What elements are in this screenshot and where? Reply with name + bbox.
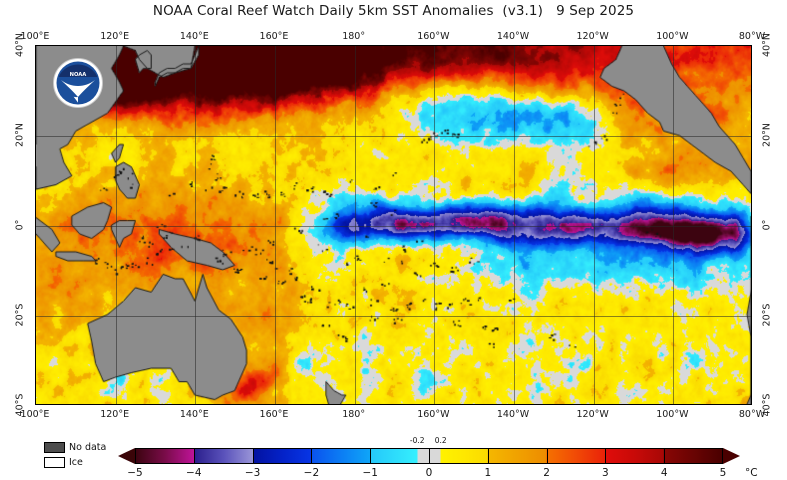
colorbar-tick: −3 — [244, 467, 261, 479]
lon-label-top: 140°E — [179, 31, 209, 42]
lon-label-top: 120°W — [576, 31, 609, 42]
lon-label-bottom: 140°E — [179, 409, 209, 420]
map-legend: No data Ice — [44, 441, 106, 471]
colorbar-tick: 3 — [602, 467, 609, 479]
no-data-label: No data — [69, 442, 107, 453]
lon-label-bottom: 100°E — [20, 409, 50, 420]
colorbar-tick: 5 — [719, 467, 727, 479]
colorbar-divider — [546, 449, 548, 463]
lon-label-top: 180° — [342, 31, 366, 42]
colorbar-divider — [605, 449, 607, 463]
colorbar-divider — [193, 449, 195, 463]
lon-label-top: 160°W — [417, 31, 450, 42]
colorbar-tick: −4 — [186, 467, 202, 479]
colorbar-divider — [429, 449, 430, 463]
colorbar-divider — [487, 449, 489, 463]
colorbar-extend-high-arrow — [723, 448, 740, 464]
colorbar-tick: 0 — [425, 467, 433, 479]
colorbar-minor-tick: 0.2 — [434, 436, 447, 445]
lat-label-left: 40°N — [14, 33, 26, 57]
no-data-swatch — [44, 442, 65, 453]
colorbar-divider — [252, 449, 254, 463]
lon-label-bottom: 120°E — [100, 409, 130, 420]
lon-label-top: 120°E — [100, 31, 130, 42]
map-frame[interactable] — [35, 45, 752, 405]
legend-item-no-data: No data — [44, 441, 106, 454]
lon-label-bottom: 120°W — [576, 409, 609, 420]
page-title: NOAA Coral Reef Watch Daily 5km SST Anom… — [152, 3, 635, 19]
lon-label-bottom: 100°W — [656, 409, 689, 420]
lon-label-bottom: 160°E — [259, 409, 289, 420]
lon-label-top: 100°E — [20, 31, 50, 42]
colorbar-divider — [370, 449, 372, 463]
colorbar-tick: 2 — [543, 467, 550, 479]
lat-label-right: 40°N — [761, 33, 773, 57]
lat-label-left: 40°S — [14, 393, 26, 417]
lat-label-right: 20°S — [761, 303, 773, 327]
lat-label-left: 0° — [14, 219, 26, 231]
colorbar-unit-label: °C — [745, 467, 758, 479]
lat-label-right: 40°S — [761, 393, 773, 417]
legend-item-ice: Ice — [44, 456, 106, 469]
lon-label-top: 140°W — [496, 31, 530, 42]
noaa-logo: NOAA — [52, 57, 104, 109]
ice-swatch — [44, 457, 65, 468]
noaa-logo-text: NOAA — [70, 72, 87, 78]
lat-label-right: 0° — [761, 219, 773, 231]
colorbar-tick: −5 — [127, 467, 143, 479]
colorbar-gradient — [135, 448, 723, 464]
lon-label-bottom: 140°W — [496, 409, 530, 420]
colorbar-tick: −2 — [303, 467, 320, 479]
lon-label-bottom: 160°W — [417, 409, 450, 420]
colorbar-tick: −1 — [362, 467, 378, 479]
lat-label-left: 20°S — [14, 303, 26, 327]
colorbar-tick: 4 — [660, 467, 668, 479]
colorbar-divider — [311, 449, 313, 463]
lat-label-left: 20°N — [14, 123, 26, 147]
colorbar-divider — [664, 449, 666, 463]
colorbar-extend-low-arrow — [118, 448, 135, 464]
land-coastline-layer — [36, 46, 751, 404]
lon-label-bottom: 180° — [342, 409, 366, 420]
colorbar-neutral-edge — [418, 449, 419, 463]
ice-label: Ice — [69, 457, 83, 468]
colorbar-tick: 1 — [484, 467, 492, 479]
colorbar-minor-tick: -0.2 — [409, 436, 425, 445]
colorbar-neutral-edge — [442, 449, 443, 463]
lon-label-top: 80°W — [738, 31, 766, 42]
lon-label-top: 100°W — [656, 31, 689, 42]
lat-label-right: 20°N — [761, 123, 773, 147]
lon-label-top: 160°E — [259, 31, 289, 42]
lon-label-bottom: 80°W — [738, 409, 766, 420]
